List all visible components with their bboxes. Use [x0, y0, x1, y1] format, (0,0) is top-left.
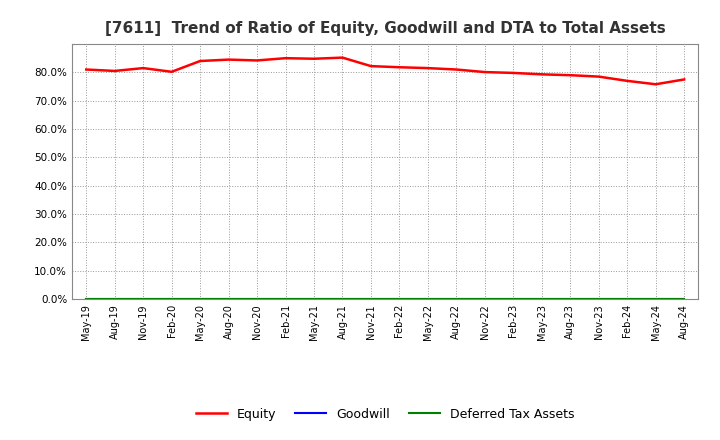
Goodwill: [509, 297, 518, 302]
Equity: [623, 78, 631, 84]
Equity: [566, 73, 575, 78]
Deferred Tax Assets: [566, 297, 575, 302]
Equity: [167, 69, 176, 74]
Deferred Tax Assets: [680, 297, 688, 302]
Deferred Tax Assets: [452, 297, 461, 302]
Equity: [680, 77, 688, 82]
Deferred Tax Assets: [310, 297, 318, 302]
Equity: [196, 59, 204, 64]
Deferred Tax Assets: [225, 297, 233, 302]
Deferred Tax Assets: [652, 297, 660, 302]
Deferred Tax Assets: [139, 297, 148, 302]
Equity: [282, 55, 290, 61]
Deferred Tax Assets: [82, 297, 91, 302]
Equity: [110, 68, 119, 73]
Deferred Tax Assets: [366, 297, 375, 302]
Deferred Tax Assets: [110, 297, 119, 302]
Goodwill: [196, 297, 204, 302]
Equity: [139, 66, 148, 71]
Equity: [366, 63, 375, 69]
Goodwill: [310, 297, 318, 302]
Goodwill: [537, 297, 546, 302]
Deferred Tax Assets: [282, 297, 290, 302]
Deferred Tax Assets: [167, 297, 176, 302]
Equity: [225, 57, 233, 62]
Equity: [423, 66, 432, 71]
Deferred Tax Assets: [623, 297, 631, 302]
Deferred Tax Assets: [595, 297, 603, 302]
Goodwill: [366, 297, 375, 302]
Deferred Tax Assets: [537, 297, 546, 302]
Equity: [480, 70, 489, 75]
Equity: [253, 58, 261, 63]
Equity: [310, 56, 318, 62]
Goodwill: [253, 297, 261, 302]
Equity: [509, 70, 518, 76]
Goodwill: [623, 297, 631, 302]
Goodwill: [82, 297, 91, 302]
Equity: [595, 74, 603, 79]
Equity: [537, 72, 546, 77]
Line: Equity: Equity: [86, 58, 684, 84]
Deferred Tax Assets: [253, 297, 261, 302]
Goodwill: [139, 297, 148, 302]
Equity: [452, 67, 461, 72]
Deferred Tax Assets: [423, 297, 432, 302]
Goodwill: [167, 297, 176, 302]
Deferred Tax Assets: [338, 297, 347, 302]
Goodwill: [652, 297, 660, 302]
Deferred Tax Assets: [509, 297, 518, 302]
Goodwill: [338, 297, 347, 302]
Deferred Tax Assets: [395, 297, 404, 302]
Goodwill: [110, 297, 119, 302]
Equity: [652, 82, 660, 87]
Goodwill: [595, 297, 603, 302]
Goodwill: [480, 297, 489, 302]
Goodwill: [225, 297, 233, 302]
Goodwill: [452, 297, 461, 302]
Equity: [395, 65, 404, 70]
Goodwill: [566, 297, 575, 302]
Goodwill: [395, 297, 404, 302]
Deferred Tax Assets: [480, 297, 489, 302]
Deferred Tax Assets: [196, 297, 204, 302]
Legend: Equity, Goodwill, Deferred Tax Assets: Equity, Goodwill, Deferred Tax Assets: [191, 403, 580, 425]
Goodwill: [282, 297, 290, 302]
Goodwill: [423, 297, 432, 302]
Equity: [82, 67, 91, 72]
Title: [7611]  Trend of Ratio of Equity, Goodwill and DTA to Total Assets: [7611] Trend of Ratio of Equity, Goodwil…: [105, 21, 665, 36]
Goodwill: [680, 297, 688, 302]
Equity: [338, 55, 347, 60]
